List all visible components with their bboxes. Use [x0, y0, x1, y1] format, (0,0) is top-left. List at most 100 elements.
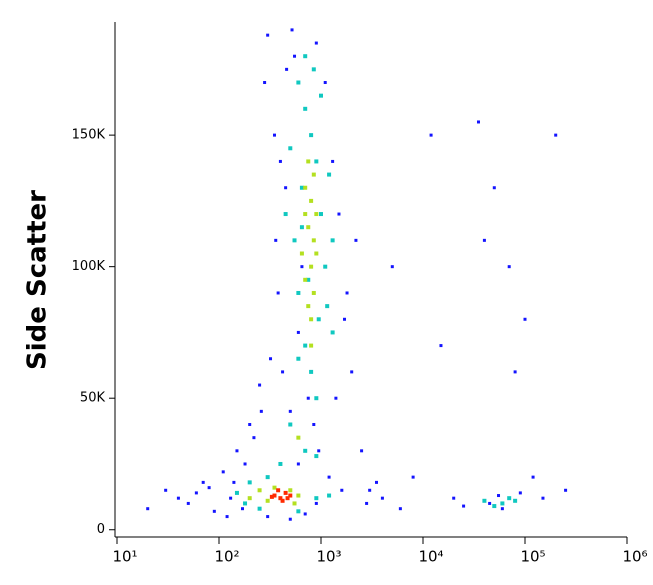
- data-point: [314, 212, 319, 217]
- data-point: [288, 493, 293, 498]
- data-point: [207, 486, 211, 490]
- data-point: [303, 54, 308, 59]
- data-point: [309, 198, 314, 203]
- data-point: [269, 357, 273, 361]
- data-point: [411, 475, 415, 479]
- data-point: [296, 462, 300, 466]
- data-point: [299, 185, 304, 190]
- data-point: [303, 512, 307, 516]
- data-point: [368, 488, 372, 492]
- data-point: [380, 496, 384, 500]
- data-point: [296, 493, 301, 498]
- data-point: [285, 496, 290, 501]
- data-point: [390, 265, 394, 269]
- data-point: [265, 475, 270, 480]
- y-tick-label: 50K: [80, 391, 106, 406]
- data-point: [311, 67, 316, 72]
- data-point: [290, 28, 294, 32]
- data-point: [327, 172, 332, 177]
- data-point: [531, 475, 535, 479]
- data-point: [276, 291, 280, 295]
- data-point: [334, 396, 338, 400]
- data-point: [283, 212, 288, 217]
- data-point: [229, 496, 233, 500]
- data-point: [266, 515, 270, 519]
- data-point: [296, 356, 301, 361]
- data-point: [314, 396, 319, 401]
- data-point: [452, 496, 456, 500]
- data-point: [330, 238, 335, 243]
- x-tick-label: 10³: [316, 548, 341, 566]
- data-point: [398, 507, 402, 511]
- data-point: [288, 517, 292, 521]
- data-point: [331, 159, 335, 163]
- data-point: [259, 409, 263, 413]
- data-point: [241, 507, 245, 511]
- data-point: [269, 494, 274, 499]
- data-point: [186, 501, 190, 505]
- data-point: [317, 449, 321, 453]
- data-point: [507, 265, 511, 269]
- data-point: [306, 159, 311, 164]
- data-point: [564, 488, 568, 492]
- data-point: [492, 504, 497, 509]
- data-point: [272, 493, 277, 498]
- data-point: [292, 501, 297, 506]
- data-point: [323, 264, 328, 269]
- data-point: [252, 436, 256, 440]
- data-point: [345, 291, 349, 295]
- data-point: [439, 344, 443, 348]
- x-tick-label: 10⁴: [418, 548, 443, 566]
- data-point: [327, 493, 332, 498]
- data-point: [248, 423, 252, 427]
- data-point: [221, 470, 225, 474]
- data-point: [312, 423, 316, 427]
- data-point: [462, 504, 466, 508]
- data-point: [314, 454, 319, 459]
- data-point: [234, 490, 239, 495]
- data-point: [243, 501, 248, 506]
- data-point: [323, 81, 327, 85]
- data-point: [350, 370, 354, 374]
- data-point: [500, 501, 505, 506]
- data-point: [303, 212, 308, 217]
- data-point: [257, 488, 262, 493]
- data-point: [285, 67, 289, 71]
- data-point: [513, 498, 518, 503]
- data-point: [276, 488, 281, 493]
- data-point: [281, 370, 285, 374]
- data-point: [482, 498, 487, 503]
- data-point: [340, 488, 344, 492]
- data-point: [343, 317, 347, 321]
- data-point: [325, 304, 330, 309]
- data-point: [316, 317, 321, 322]
- data-point: [311, 172, 316, 177]
- x-tick-label: 10⁵: [520, 548, 545, 566]
- data-point: [278, 496, 283, 501]
- data-point: [300, 265, 304, 269]
- data-point: [374, 480, 378, 484]
- data-point: [225, 515, 229, 519]
- data-point: [488, 501, 492, 505]
- data-point: [327, 475, 331, 479]
- data-point: [311, 290, 316, 295]
- data-point: [272, 133, 276, 137]
- data-point: [272, 485, 277, 490]
- data-point: [365, 501, 369, 505]
- data-point: [266, 33, 270, 37]
- data-point: [292, 238, 297, 243]
- x-tick-label: 10¹: [112, 548, 137, 566]
- data-point: [212, 509, 216, 513]
- data-point: [288, 422, 293, 427]
- data-point: [360, 449, 364, 453]
- data-point: [263, 81, 267, 85]
- data-point: [314, 496, 319, 501]
- data-point: [309, 343, 314, 348]
- data-point: [288, 488, 293, 493]
- data-point: [303, 343, 308, 348]
- data-point: [243, 462, 247, 466]
- y-axis-title: Side Scatter: [23, 190, 53, 370]
- data-point: [232, 480, 236, 484]
- data-point: [303, 185, 308, 190]
